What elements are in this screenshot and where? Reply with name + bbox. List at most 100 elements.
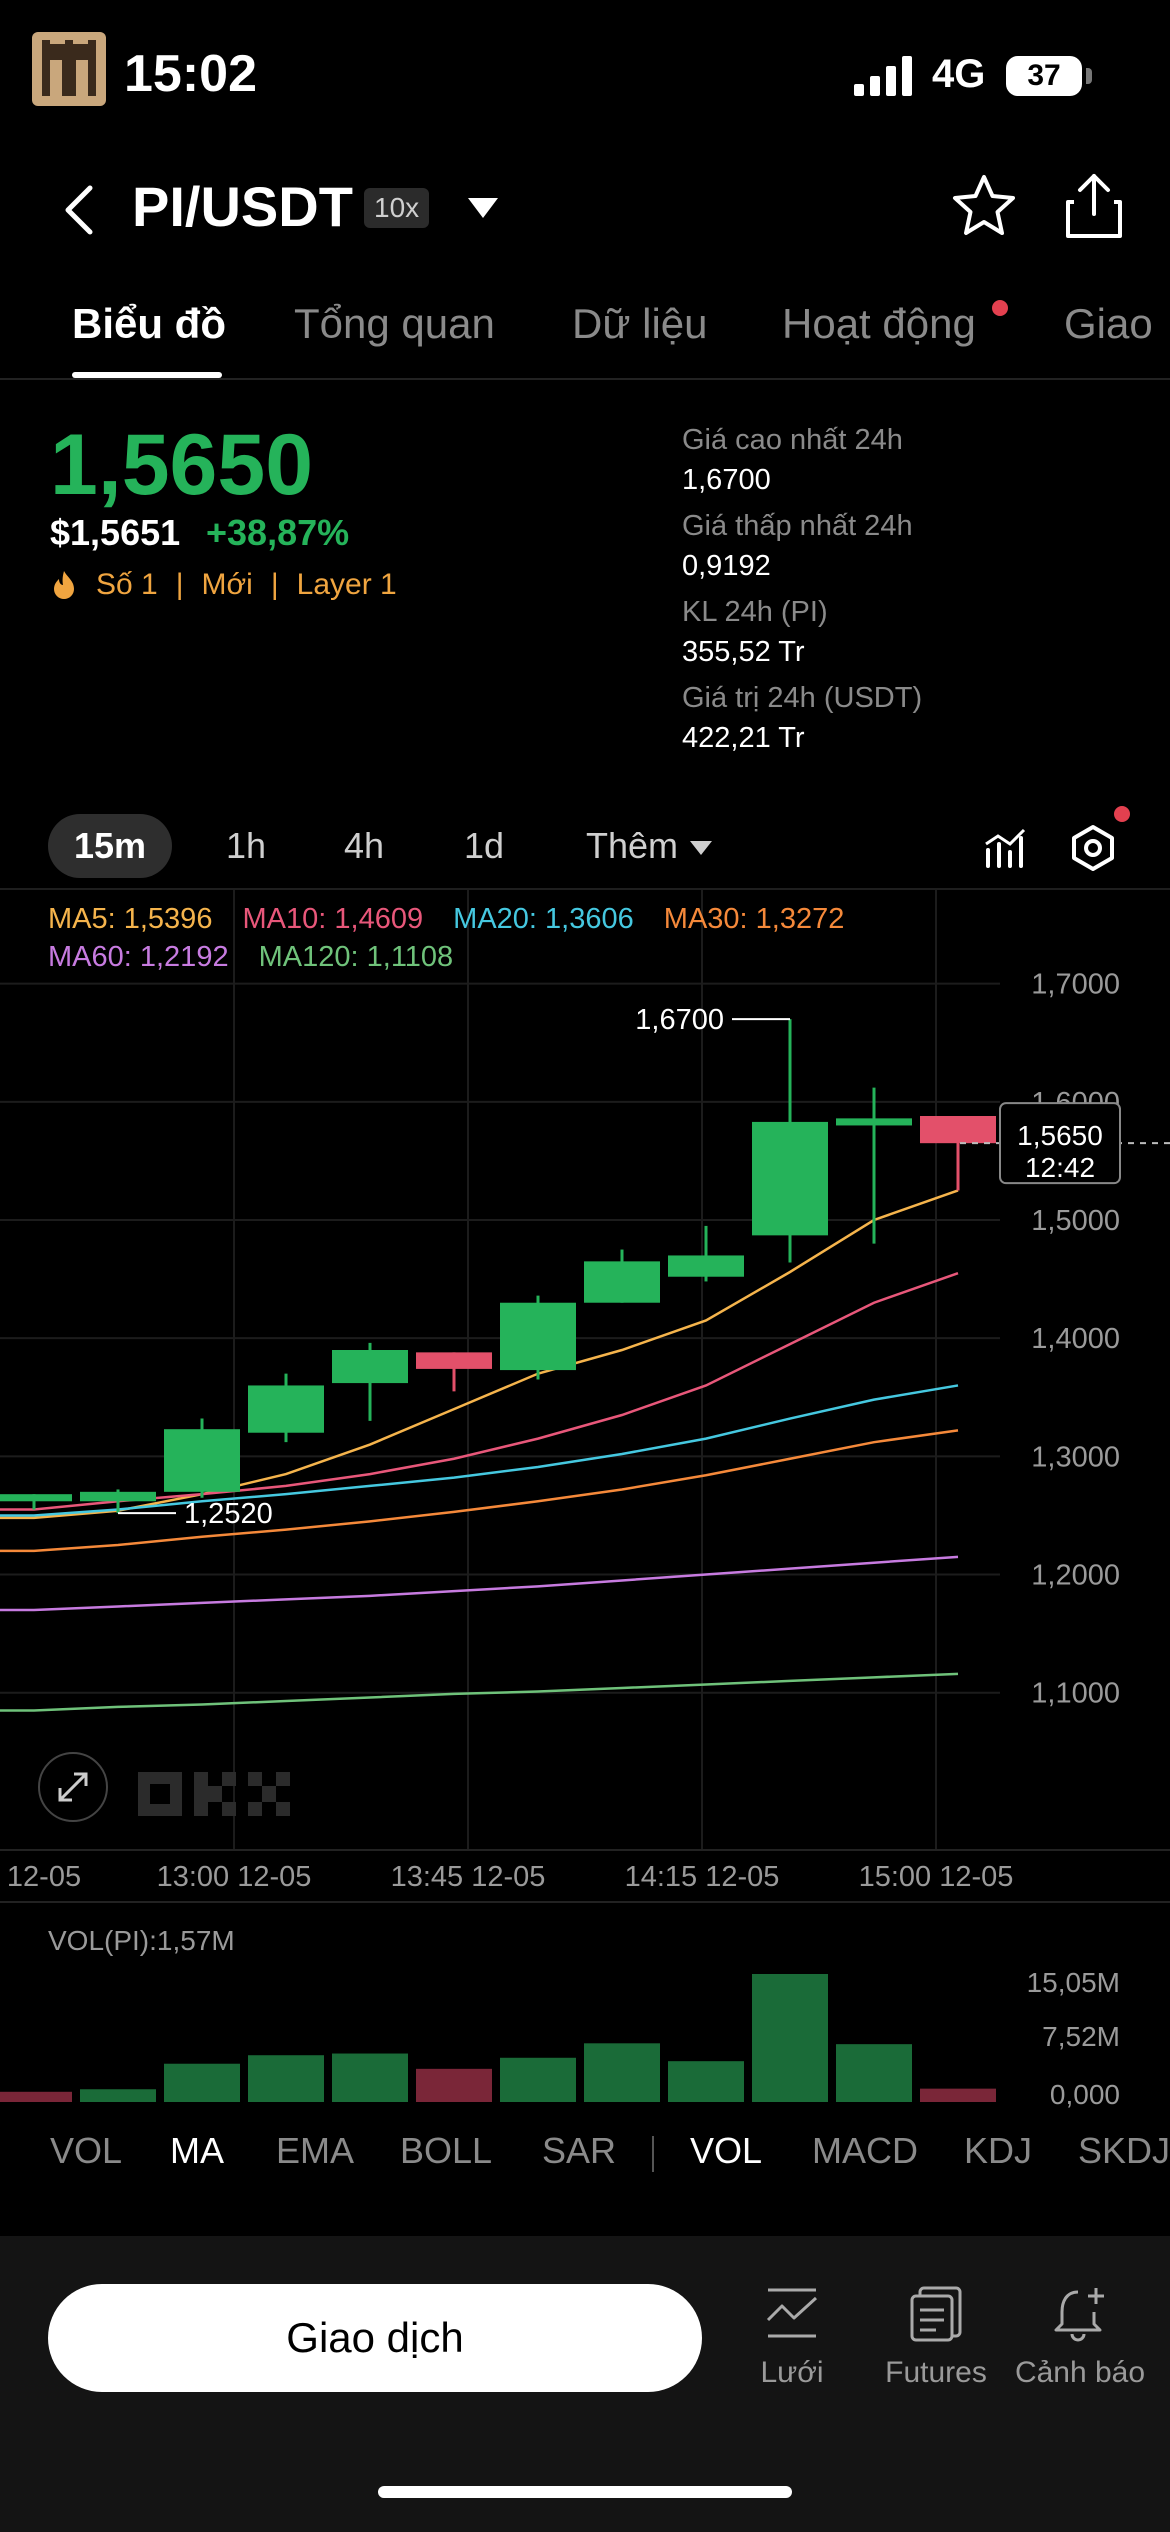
x-tick-label: 14:15 12-05 — [625, 1861, 780, 1893]
volume-bar — [584, 2043, 660, 2102]
signal-icon — [854, 56, 912, 96]
timeframe-1d[interactable]: 1d — [464, 825, 505, 866]
home-indicator — [378, 2486, 792, 2498]
indicator-divider — [652, 2136, 654, 2172]
chart-area[interactable]: 1,70001,60001,50001,40001,30001,20001,10… — [0, 888, 1170, 2110]
candle-body — [80, 1491, 156, 1502]
futures-button[interactable]: Futures — [866, 2284, 1006, 2390]
y-tick-label: 1,2000 — [1031, 1560, 1120, 1592]
timeframe-4h[interactable]: 4h — [344, 825, 385, 866]
ma30-label: MA30: 1,3272 — [663, 903, 845, 935]
ind-main-ma[interactable]: MA — [170, 2130, 224, 2171]
battery-tip — [1086, 68, 1092, 84]
section-tabs: Biểu đồ Tổng quan Dữ liệu Hoạt động Giao — [0, 290, 1170, 380]
volume-bar — [332, 2053, 408, 2102]
candle-body — [668, 1255, 744, 1277]
back-icon[interactable] — [56, 180, 106, 240]
stat-value: 1,6700 — [682, 464, 771, 496]
timeframe-1h[interactable]: 1h — [226, 825, 267, 866]
alert-button[interactable]: Cảnh báo — [1010, 2284, 1150, 2390]
tag-separator: | — [175, 568, 184, 601]
timeframe-15m[interactable]: 15m — [48, 814, 173, 878]
x-tick-label: 13:45 12-05 — [391, 1861, 546, 1893]
y-tick-label: 1,3000 — [1031, 1441, 1120, 1473]
high-label: 1,6700 — [635, 1004, 724, 1036]
fullscreen-icon[interactable] — [38, 1752, 108, 1822]
settings-icon[interactable] — [1070, 824, 1116, 872]
tab-overview[interactable]: Tổng quan — [294, 300, 495, 347]
tag-layer[interactable]: Layer 1 — [296, 568, 397, 601]
trade-button[interactable]: Giao dịch — [48, 2284, 702, 2392]
pair-title[interactable]: PI/USDT — [132, 175, 353, 238]
stat-label: Giá thấp nhất 24h — [682, 510, 913, 542]
volume-bar — [920, 2088, 996, 2102]
tag-new[interactable]: Mới — [201, 568, 253, 601]
tab-chart[interactable]: Biểu đồ — [72, 300, 226, 347]
grid-trading-icon — [766, 2288, 818, 2338]
stat-label: Giá cao nhất 24h — [682, 424, 903, 456]
ma60-label: MA60: 1,2192 — [48, 941, 229, 973]
bottom-bar: Giao dịch Lưới Futures Cảnh báo — [0, 2236, 1170, 2532]
ind-sub-skdj[interactable]: SKDJ — [1078, 2130, 1170, 2171]
low-label: 1,2520 — [184, 1498, 273, 1530]
candle-body — [836, 1118, 912, 1126]
x-tick-label: 15:00 12-05 — [859, 1861, 1014, 1893]
stats-panel: Giá cao nhất 24h 1,6700 Giá thấp nhất 24… — [682, 420, 1142, 764]
tag-rank[interactable]: Số 1 — [96, 568, 158, 601]
tab-data[interactable]: Dữ liệu — [572, 300, 708, 347]
volume-bar — [80, 2089, 156, 2102]
volume-tick-label: 0,000 — [1050, 2079, 1120, 2110]
stat-value: 355,52 Tr — [682, 636, 805, 668]
bell-add-icon — [1054, 2288, 1104, 2342]
grid-trading-button[interactable]: Lưới — [722, 2284, 862, 2390]
notification-dot — [1114, 806, 1130, 822]
star-icon[interactable] — [950, 172, 1018, 240]
grid-trading-label: Lưới — [760, 2356, 824, 2389]
ind-main-sar[interactable]: SAR — [542, 2130, 617, 2171]
current-price-label: 1,5650 — [1017, 1120, 1103, 1151]
fire-icon — [54, 571, 74, 599]
ind-sub-vol[interactable]: VOL — [690, 2130, 763, 2171]
volume-label: VOL(PI):1,57M — [48, 1925, 235, 1956]
x-tick-label: 12-05 — [7, 1861, 81, 1893]
tag-list: Số 1 | Mới | Layer 1 — [50, 568, 397, 602]
ma5-label: MA5: 1,5396 — [48, 903, 213, 935]
timeframe-more[interactable]: Thêm — [586, 814, 713, 878]
volume-bar — [416, 2068, 492, 2102]
stat-label: Giá trị 24h (USDT) — [682, 682, 923, 714]
watermark-logo — [138, 1772, 290, 1816]
ma-legend: MA5: 1,5396 MA10: 1,4609 MA20: 1,3606 MA… — [48, 900, 1008, 976]
active-tab-indicator — [72, 372, 222, 378]
chevron-down-icon[interactable] — [466, 196, 500, 220]
candle-body — [584, 1261, 660, 1303]
tab-activity[interactable]: Hoạt động — [782, 300, 976, 347]
tab-trade[interactable]: Giao — [1064, 300, 1153, 347]
timeframe-bar: 15m 1h 4h 1d Thêm — [0, 800, 1170, 886]
status-bar: 15:02 4G 37 — [0, 0, 1170, 150]
ma-line-ma30 — [0, 1429, 959, 1553]
alert-label: Cảnh báo — [1014, 2356, 1146, 2389]
ind-main-vol[interactable]: VOL — [50, 2130, 123, 2171]
y-tick-label: 1,5000 — [1031, 1205, 1120, 1237]
nav-bar: PI/USDT 10x — [0, 150, 1170, 270]
y-tick-label: 1,7000 — [1031, 969, 1120, 1001]
candle-body — [248, 1385, 324, 1433]
stat-label: KL 24h (PI) — [682, 596, 828, 628]
volume-bar — [836, 2044, 912, 2102]
ind-sub-kdj[interactable]: KDJ — [964, 2130, 1033, 2171]
x-tick-label: 13:00 12-05 — [157, 1861, 312, 1893]
ind-sub-macd[interactable]: MACD — [812, 2130, 918, 2171]
indicator-chart-icon[interactable] — [984, 828, 1026, 868]
current-price-box — [999, 1102, 1121, 1185]
ma20-label: MA20: 1,3606 — [453, 903, 634, 935]
futures-icon — [910, 2286, 962, 2342]
candlestick-chart[interactable]: 1,70001,60001,50001,40001,30001,20001,10… — [0, 890, 1170, 2112]
ind-main-ema[interactable]: EMA — [276, 2130, 355, 2171]
volume-bar — [500, 2057, 576, 2102]
ind-main-boll[interactable]: BOLL — [400, 2130, 493, 2171]
usd-price: $1,5651 — [50, 512, 181, 553]
y-tick-label: 1,1000 — [1031, 1678, 1120, 1710]
app-icon — [32, 32, 106, 106]
share-icon[interactable] — [1062, 172, 1126, 240]
volume-tick-label: 15,05M — [1027, 1967, 1120, 1998]
